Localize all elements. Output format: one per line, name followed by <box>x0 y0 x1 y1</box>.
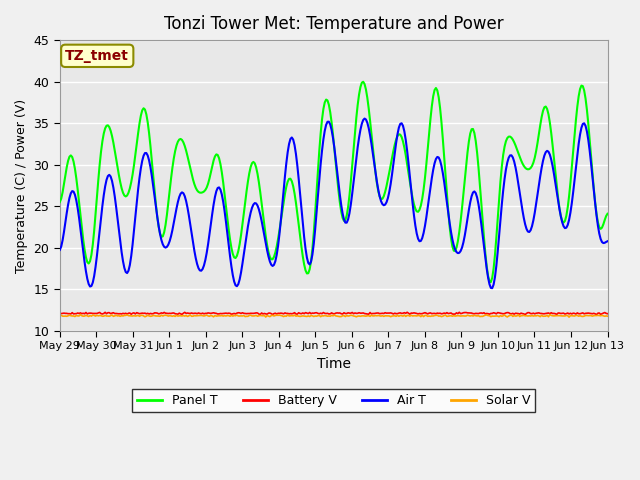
X-axis label: Time: Time <box>317 357 351 371</box>
Y-axis label: Temperature (C) / Power (V): Temperature (C) / Power (V) <box>15 98 28 273</box>
Title: Tonzi Tower Met: Temperature and Power: Tonzi Tower Met: Temperature and Power <box>164 15 504 33</box>
Legend: Panel T, Battery V, Air T, Solar V: Panel T, Battery V, Air T, Solar V <box>132 389 535 412</box>
Text: TZ_tmet: TZ_tmet <box>65 49 129 63</box>
